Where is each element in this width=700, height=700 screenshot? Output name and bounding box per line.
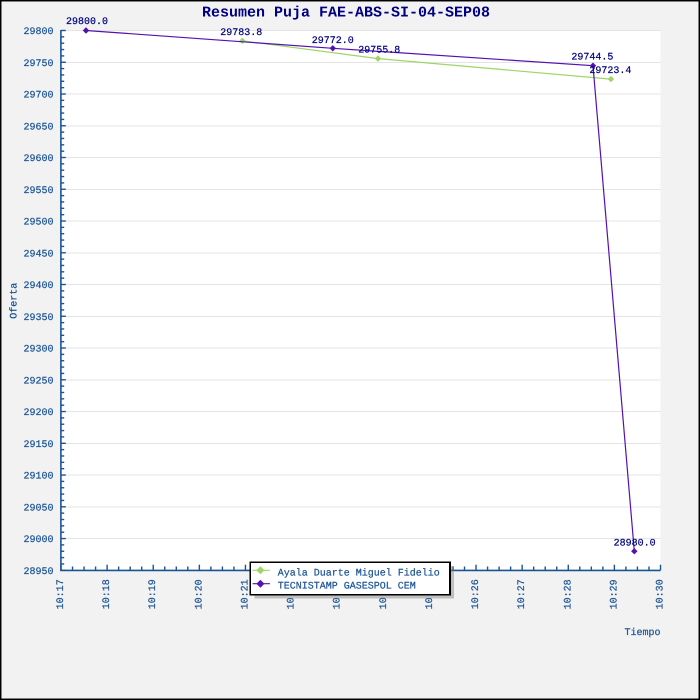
svg-text:10:29: 10:29 [609,579,620,609]
svg-text:10:18: 10:18 [102,579,113,609]
svg-text:Tiempo: Tiempo [624,627,660,639]
svg-text:28980.0: 28980.0 [614,539,656,550]
svg-text:29755.8: 29755.8 [358,45,400,56]
svg-text:29000: 29000 [23,535,53,546]
svg-text:29772.0: 29772.0 [312,36,354,47]
svg-text:29800.0: 29800.0 [66,17,108,28]
svg-text:29744.5: 29744.5 [571,52,613,63]
svg-text:Resumen Puja FAE-ABS-SI-04-SEP: Resumen Puja FAE-ABS-SI-04-SEP08 [202,5,490,22]
svg-text:29100: 29100 [23,472,53,483]
svg-text:29723.4: 29723.4 [589,66,631,77]
svg-text:TECNISTAMP GASESPOL CEM: TECNISTAMP GASESPOL CEM [278,582,416,593]
svg-text:29250: 29250 [23,376,53,387]
svg-text:29700: 29700 [23,91,53,102]
svg-text:Oferta: Oferta [9,283,21,319]
svg-text:29550: 29550 [23,186,53,197]
svg-text:29200: 29200 [23,408,53,419]
svg-text:29750: 29750 [23,59,53,70]
svg-text:29800: 29800 [23,27,53,38]
svg-text:29500: 29500 [23,218,53,229]
svg-text:28950: 28950 [23,567,53,578]
svg-text:10:19: 10:19 [148,579,159,609]
svg-text:29350: 29350 [23,313,53,324]
svg-text:Ayala Duarte Miguel Fidelio: Ayala Duarte Miguel Fidelio [278,567,440,579]
svg-text:10:26: 10:26 [471,579,482,609]
svg-text:29650: 29650 [23,122,53,133]
svg-text:29600: 29600 [23,154,53,165]
svg-text:10:17: 10:17 [56,579,67,609]
svg-text:29783.8: 29783.8 [220,28,262,39]
svg-text:29050: 29050 [23,503,53,514]
svg-text:10:20: 10:20 [194,579,205,609]
svg-text:10:21: 10:21 [240,579,251,609]
svg-text:29450: 29450 [23,249,53,260]
svg-text:10:28: 10:28 [563,579,574,609]
svg-text:29400: 29400 [23,281,53,292]
svg-text:10:30: 10:30 [656,579,667,609]
svg-text:29300: 29300 [23,345,53,356]
svg-text:29150: 29150 [23,440,53,451]
svg-text:10:27: 10:27 [517,579,528,609]
